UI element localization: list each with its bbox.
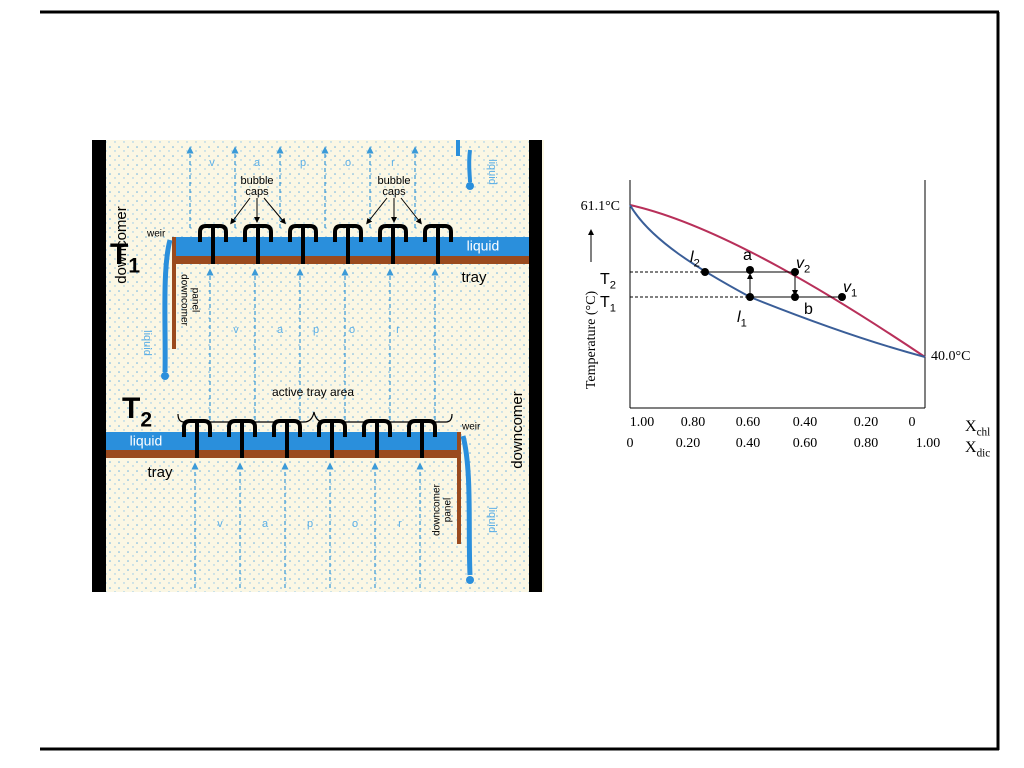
x-axis-label-sub: chl (977, 426, 991, 438)
x-axis-label-main: X (965, 439, 977, 456)
x-tick-label: 0.20 (676, 436, 701, 451)
liquid-label: liquid (467, 238, 500, 254)
point-label: a (743, 247, 752, 264)
downcomer-panel-label: downcomer (178, 274, 189, 326)
x-axis-label: Xchl (965, 418, 990, 439)
liquid-label: liquid (141, 330, 153, 356)
point-label-main: v (843, 279, 852, 296)
downcomer-label: downcomer (509, 391, 526, 469)
vapor-letter: r (391, 157, 395, 169)
point-label-sub: 2 (694, 258, 700, 270)
x-tick-label: 0.60 (793, 436, 818, 451)
weir-label: weir (146, 229, 166, 240)
bubble-caps-label: caps (245, 186, 269, 198)
point-label-main: l (690, 249, 694, 266)
vapor-letter: p (300, 157, 306, 169)
bubble-caps-label: bubble (377, 175, 410, 187)
point-label: v2 (796, 255, 810, 275)
temp-mark-main: T (600, 271, 610, 288)
x-tick-label: 0.40 (736, 436, 761, 451)
point-label-main: v (796, 255, 805, 272)
labels: v a p o rv a p o rv a p o rbubblecapsbubblecapsdownc… (110, 157, 990, 536)
vapor-letter: a (277, 324, 284, 336)
downcomer-panel-label: downcomer (432, 483, 443, 535)
x-tick-label: 0.20 (854, 415, 879, 430)
x-tick-label: 0.80 (854, 436, 879, 451)
stage-label-sub: 2 (140, 408, 152, 431)
stage-label: T2 (122, 392, 152, 431)
temp-mark-main: T (600, 294, 610, 311)
liquid-curve (629, 204, 926, 358)
downcomer-panel-label: panel (189, 288, 200, 312)
vapor-letter: p (313, 324, 319, 336)
point-label-sub: 1 (851, 288, 857, 300)
vapor-letter: a (262, 518, 269, 530)
stage-label-main: T (122, 392, 140, 425)
x-axis-label: Xdic (965, 439, 990, 460)
y-bottom-label: 40.0°C (931, 349, 970, 364)
active-tray-area-label: active tray area (272, 385, 354, 399)
vapor-letter: a (254, 157, 261, 169)
vapor-letter: o (352, 518, 358, 530)
stage-label: T1 (110, 238, 140, 277)
vapor-curve (629, 204, 926, 358)
liquid-label: liquid (486, 507, 498, 533)
bubble-caps-label: caps (382, 186, 406, 198)
vapor-letter: p (307, 518, 313, 530)
phase-diagram (588, 180, 926, 409)
liquid-label: liquid (130, 433, 163, 449)
x-tick-label: 0.60 (736, 415, 761, 430)
x-tick-label: 1.00 (916, 436, 941, 451)
x-tick-label: 1.00 (630, 415, 655, 430)
vapor-letter: o (345, 157, 351, 169)
y-axis-label: Temperature (°C) (584, 291, 599, 390)
point-label-sub: 1 (741, 318, 747, 330)
point-label: v1 (843, 279, 857, 299)
x-tick-label: 0.40 (793, 415, 818, 430)
liquid-label: liquid (486, 159, 498, 185)
vapor-letter: r (398, 518, 402, 530)
point-label: l2 (690, 249, 700, 269)
point-label: b (804, 301, 813, 318)
point-label-main: l (737, 309, 741, 326)
bubble-caps-label: bubble (240, 175, 273, 187)
stage-label-sub: 1 (128, 254, 140, 277)
x-axis-label-main: X (965, 418, 977, 435)
point-label: l1 (737, 309, 747, 329)
tray-label: tray (461, 269, 487, 286)
x-axis-label-sub: dic (977, 447, 991, 459)
downcomer-label: downcomer (113, 206, 130, 284)
temp-mark-sub: 2 (610, 280, 616, 292)
stage-label-main: T (110, 238, 128, 271)
vapor-letter: v (233, 324, 239, 336)
tray-label: tray (147, 464, 173, 481)
vapor-letter: o (349, 324, 355, 336)
temp-mark-sub: 1 (610, 303, 616, 315)
point-label-sub: 2 (804, 264, 810, 276)
x-tick-label: 0.80 (681, 415, 706, 430)
tray-diagram (92, 140, 544, 592)
x-tick-label: 0 (909, 415, 916, 430)
temp-mark: T1 (600, 294, 616, 314)
x-tick-label: 0 (627, 436, 634, 451)
temp-mark: T2 (600, 271, 616, 291)
vapor-letter: r (396, 324, 400, 336)
weir-label: weir (461, 422, 481, 433)
vapor-letter: v (217, 518, 223, 530)
y-top-label: 61.1°C (581, 199, 620, 214)
downcomer-panel-label: panel (443, 498, 454, 522)
vapor-letter: v (209, 157, 215, 169)
